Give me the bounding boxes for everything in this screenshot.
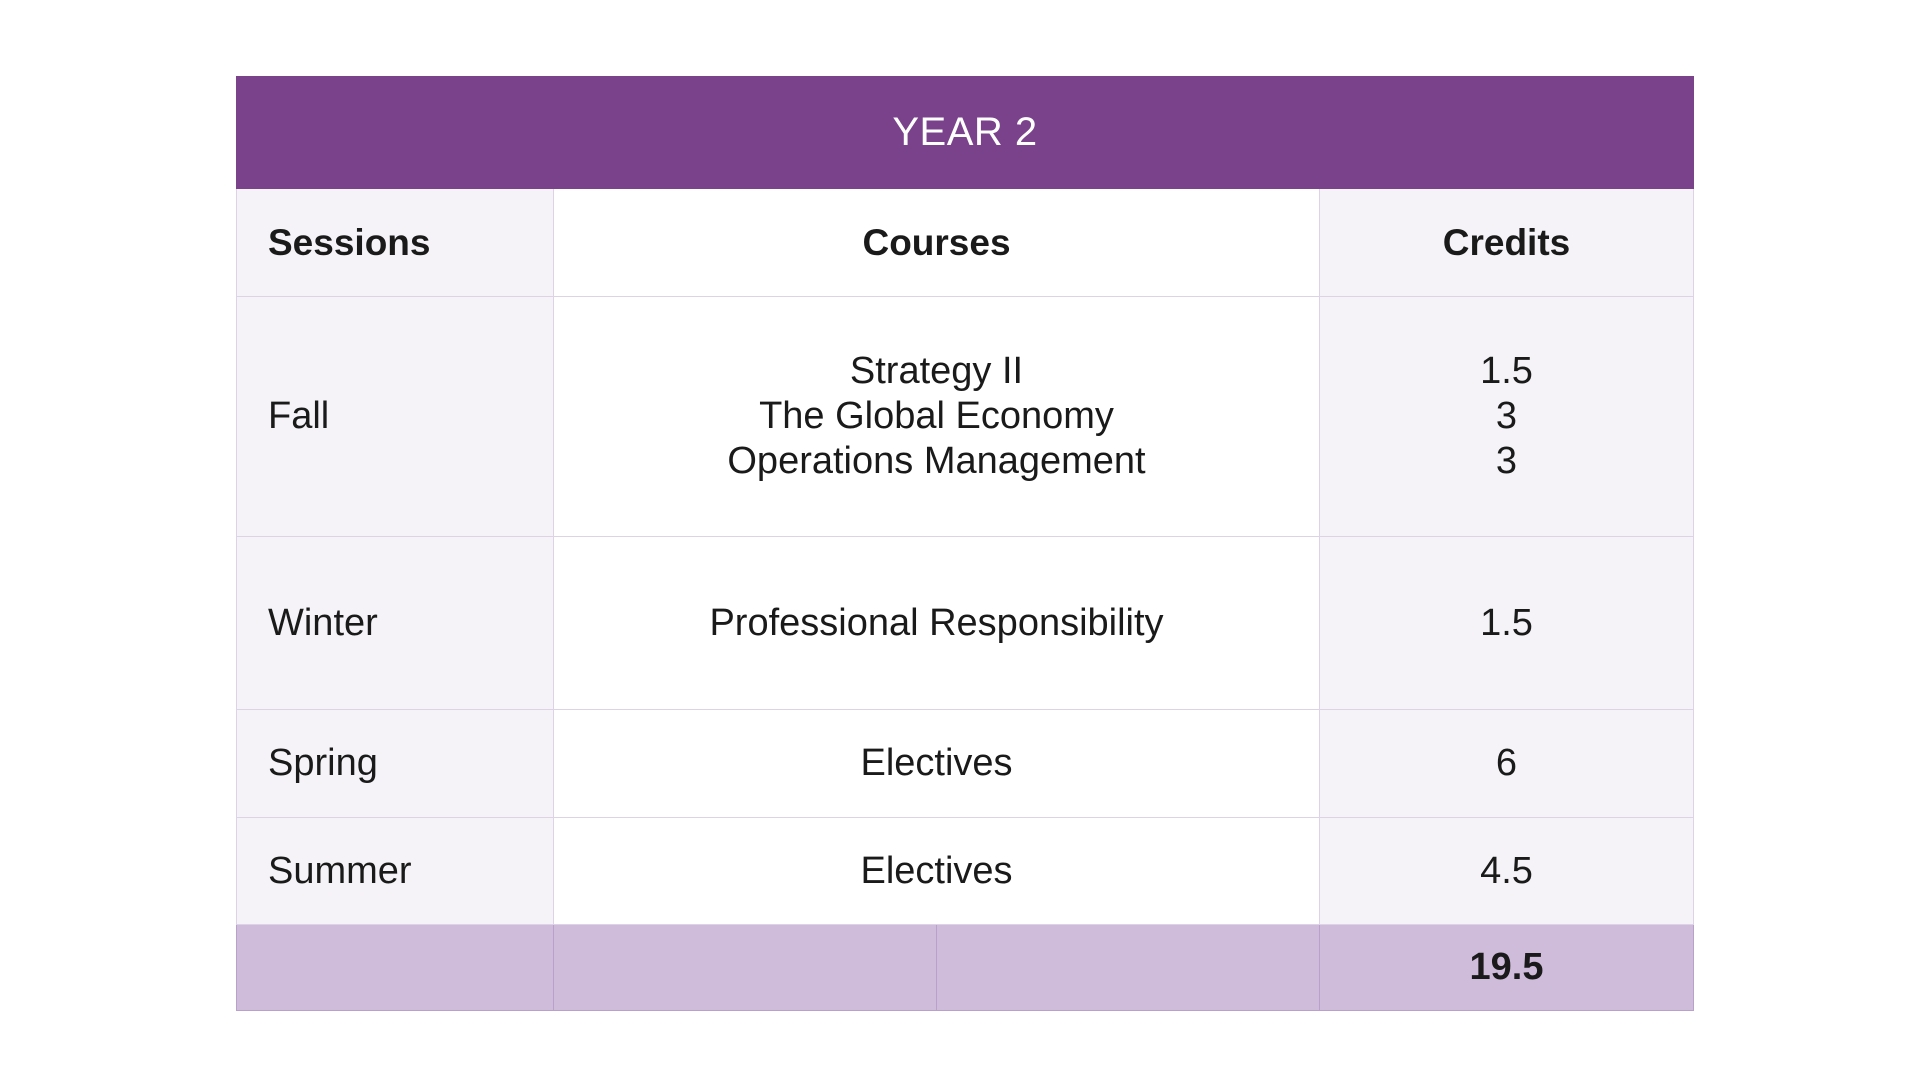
- session-cell: Winter: [236, 537, 554, 710]
- column-header-courses: Courses: [554, 189, 1320, 297]
- session-cell: Summer: [236, 818, 554, 925]
- credits-cell: 1.5: [1320, 537, 1694, 710]
- credit-value: 1.5: [1480, 350, 1533, 392]
- footer-empty-cell: [937, 925, 1320, 1011]
- courses-cell: Strategy II The Global Economy Operation…: [554, 297, 1320, 537]
- course-name: Operations Management: [727, 440, 1146, 482]
- credits-cell: 4.5: [1320, 818, 1694, 925]
- course-name: The Global Economy: [759, 395, 1114, 437]
- footer-empty-cell: [554, 925, 937, 1011]
- column-header-credits: Credits: [1320, 189, 1694, 297]
- column-header-sessions: Sessions: [236, 189, 554, 297]
- session-cell: Spring: [236, 710, 554, 818]
- courses-cell: Electives: [554, 710, 1320, 818]
- credit-value: 3: [1495, 440, 1518, 482]
- session-cell: Fall: [236, 297, 554, 537]
- year-2-table: YEAR 2 Sessions Courses Credits Fall Str…: [236, 76, 1694, 1011]
- credits-cell: 1.5 3 3: [1320, 297, 1694, 537]
- credit-value: 3: [1495, 395, 1518, 437]
- course-name: Strategy II: [849, 350, 1024, 392]
- course-list: Strategy II The Global Economy Operation…: [727, 349, 1145, 484]
- footer-empty-cell: [236, 925, 554, 1011]
- credit-list: 1.5 3 3: [1480, 349, 1533, 484]
- courses-cell: Professional Responsibility: [554, 537, 1320, 710]
- total-credits: 19.5: [1320, 925, 1694, 1011]
- credits-cell: 6: [1320, 710, 1694, 818]
- table-title: YEAR 2: [236, 76, 1694, 189]
- courses-cell: Electives: [554, 818, 1320, 925]
